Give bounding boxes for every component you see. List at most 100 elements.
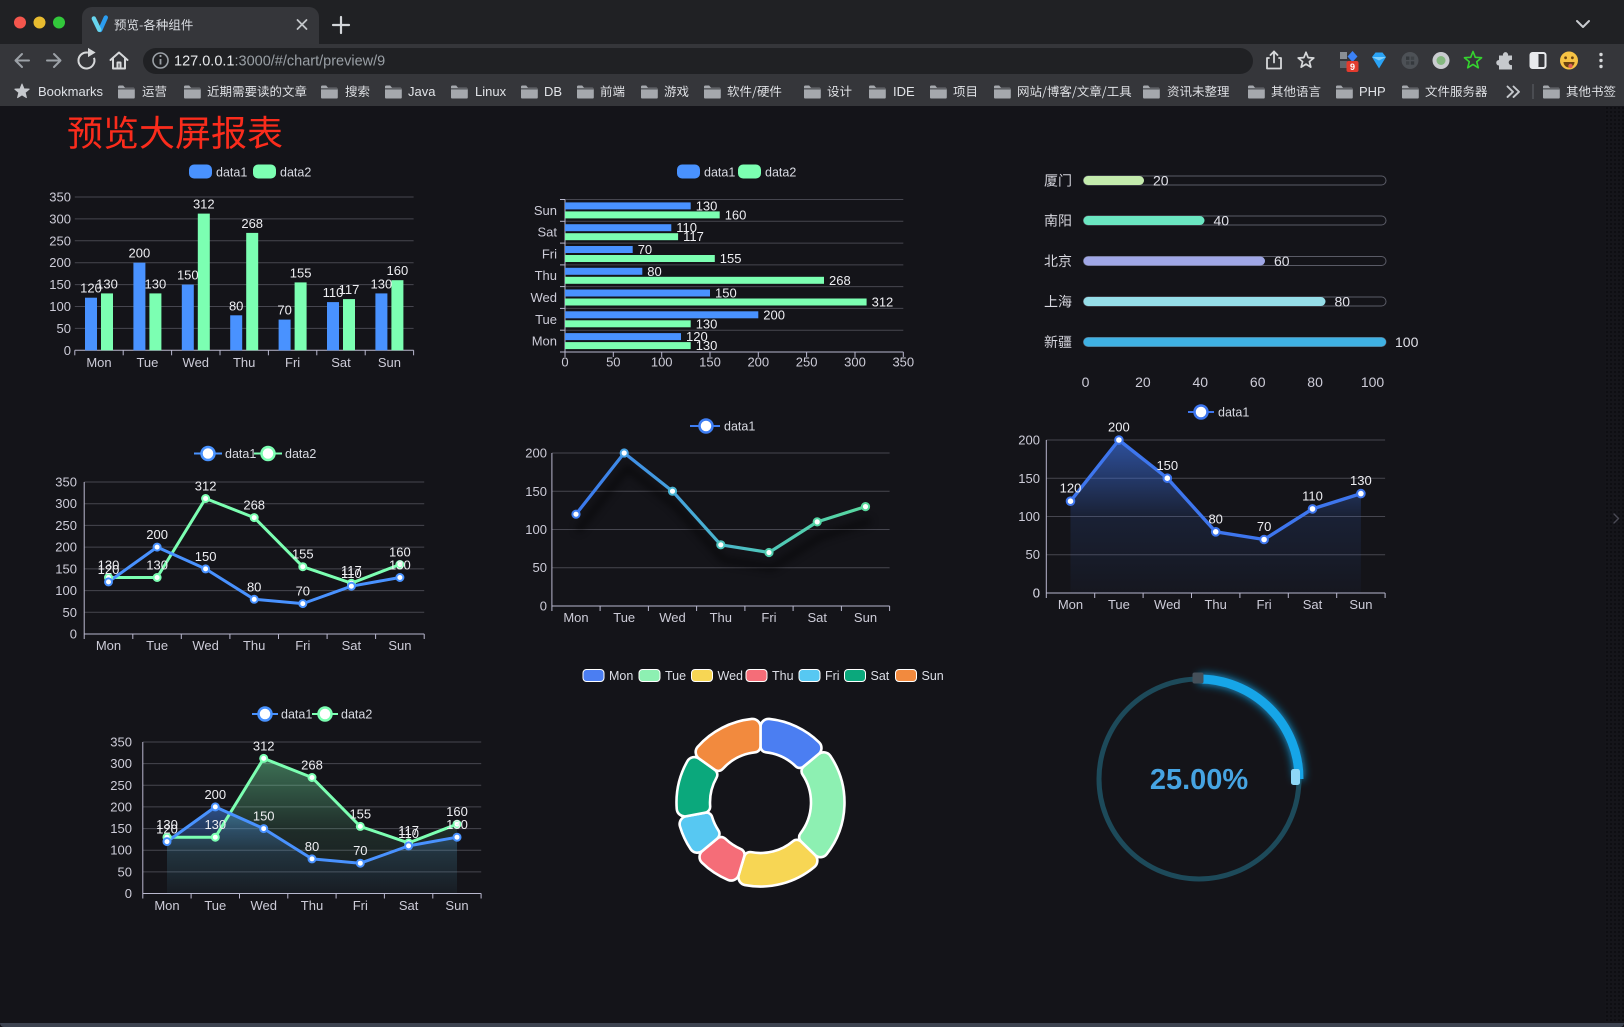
svg-text:200: 200 [204, 787, 226, 802]
svg-text:100: 100 [55, 583, 77, 598]
svg-text:Sun: Sun [388, 638, 411, 653]
svg-text:60: 60 [1250, 374, 1266, 390]
svg-text:200: 200 [525, 446, 547, 461]
svg-text:100: 100 [1018, 509, 1040, 524]
svg-text:70: 70 [638, 242, 652, 257]
svg-text:200: 200 [1108, 420, 1130, 435]
svg-text:120: 120 [1060, 481, 1082, 496]
svg-text:0: 0 [1082, 374, 1090, 390]
svg-text:Mon: Mon [563, 610, 588, 625]
svg-text:130: 130 [145, 276, 167, 291]
svg-text:268: 268 [243, 498, 265, 513]
svg-text:Sun: Sun [854, 610, 877, 625]
svg-text:130: 130 [1350, 473, 1372, 488]
svg-text:Fri: Fri [285, 355, 300, 370]
svg-text:268: 268 [829, 273, 851, 288]
svg-text:70: 70 [277, 303, 291, 318]
svg-text:Wed: Wed [1154, 597, 1181, 612]
svg-text:130: 130 [696, 338, 718, 353]
svg-text:50: 50 [63, 605, 77, 620]
svg-text:data2: data2 [280, 166, 311, 180]
svg-text:Mon: Mon [1058, 597, 1083, 612]
svg-text:Thu: Thu [243, 638, 265, 653]
svg-text:268: 268 [241, 216, 263, 231]
svg-text:Java: Java [408, 84, 436, 99]
svg-text:130: 130 [146, 558, 168, 573]
svg-text:70: 70 [1257, 519, 1271, 534]
svg-text:80: 80 [1208, 511, 1222, 526]
svg-text:25.00%: 25.00% [1150, 764, 1249, 796]
svg-text:Tue: Tue [665, 669, 686, 683]
svg-text:Fri: Fri [353, 898, 368, 913]
svg-text:Thu: Thu [233, 355, 255, 370]
svg-text:Tue: Tue [1108, 597, 1130, 612]
svg-text:110: 110 [1302, 488, 1323, 503]
svg-text:0: 0 [561, 355, 568, 370]
svg-text:350: 350 [55, 475, 77, 490]
svg-text:Fri: Fri [295, 638, 310, 653]
svg-text:Bookmarks: Bookmarks [38, 84, 104, 99]
svg-text:350: 350 [110, 735, 132, 750]
svg-text:Sun: Sun [922, 669, 944, 683]
svg-text:20: 20 [1135, 374, 1151, 390]
svg-text:Thu: Thu [1204, 597, 1226, 612]
svg-text:Wed: Wed [531, 290, 558, 305]
svg-text:50: 50 [533, 560, 547, 575]
svg-text:130: 130 [156, 817, 178, 832]
svg-text:120: 120 [80, 281, 102, 296]
svg-text:150: 150 [1018, 471, 1040, 486]
svg-text:250: 250 [49, 233, 71, 248]
svg-text:268: 268 [301, 758, 323, 773]
svg-text:150: 150 [195, 549, 217, 564]
svg-text:0: 0 [70, 627, 77, 642]
svg-text:60: 60 [1274, 253, 1290, 269]
svg-text:Wed: Wed [659, 610, 686, 625]
svg-text:150: 150 [1156, 458, 1178, 473]
svg-text:data1: data1 [281, 708, 312, 722]
svg-text:data1: data1 [216, 166, 247, 180]
svg-text:120: 120 [98, 562, 120, 577]
svg-text:150: 150 [55, 561, 77, 576]
svg-text:Tue: Tue [535, 312, 557, 327]
svg-text:130: 130 [96, 276, 118, 291]
svg-text:350: 350 [49, 190, 71, 205]
svg-text:Wed: Wed [250, 898, 277, 913]
svg-text:200: 200 [747, 355, 769, 370]
svg-text:312: 312 [253, 738, 275, 753]
svg-text:Tue: Tue [146, 638, 168, 653]
svg-text:Wed: Wed [718, 669, 744, 683]
svg-text:0: 0 [1033, 586, 1040, 601]
svg-text:50: 50 [606, 355, 620, 370]
svg-text:50: 50 [1026, 547, 1040, 562]
svg-text:40: 40 [1214, 213, 1230, 229]
svg-text:Linux: Linux [475, 84, 507, 99]
svg-text:130: 130 [371, 276, 393, 291]
svg-text:data1: data1 [704, 166, 735, 180]
svg-text:117: 117 [683, 229, 704, 244]
svg-text:80: 80 [229, 298, 243, 313]
svg-text:110: 110 [398, 826, 419, 841]
svg-text:PHP: PHP [1359, 84, 1386, 99]
svg-text:80: 80 [1307, 374, 1323, 390]
svg-text:150: 150 [49, 277, 71, 292]
svg-text:200: 200 [129, 246, 151, 261]
svg-text:117: 117 [339, 282, 360, 297]
svg-text:data2: data2 [285, 447, 316, 461]
svg-text:130: 130 [446, 817, 468, 832]
svg-text:Wed: Wed [192, 638, 219, 653]
svg-text:110: 110 [676, 220, 697, 235]
svg-text:155: 155 [720, 251, 742, 266]
svg-text:data1: data1 [225, 447, 256, 461]
svg-text:Sun: Sun [378, 355, 401, 370]
svg-text:160: 160 [446, 804, 468, 819]
svg-text:Sat: Sat [1303, 597, 1323, 612]
svg-text:70: 70 [353, 843, 367, 858]
svg-text:150: 150 [177, 268, 199, 283]
svg-text:50: 50 [118, 864, 132, 879]
svg-text:Mon: Mon [86, 355, 111, 370]
svg-text:Sat: Sat [399, 898, 419, 913]
svg-text:80: 80 [247, 579, 261, 594]
svg-text:312: 312 [193, 197, 215, 212]
svg-text:0: 0 [125, 886, 132, 901]
svg-text:300: 300 [110, 756, 132, 771]
